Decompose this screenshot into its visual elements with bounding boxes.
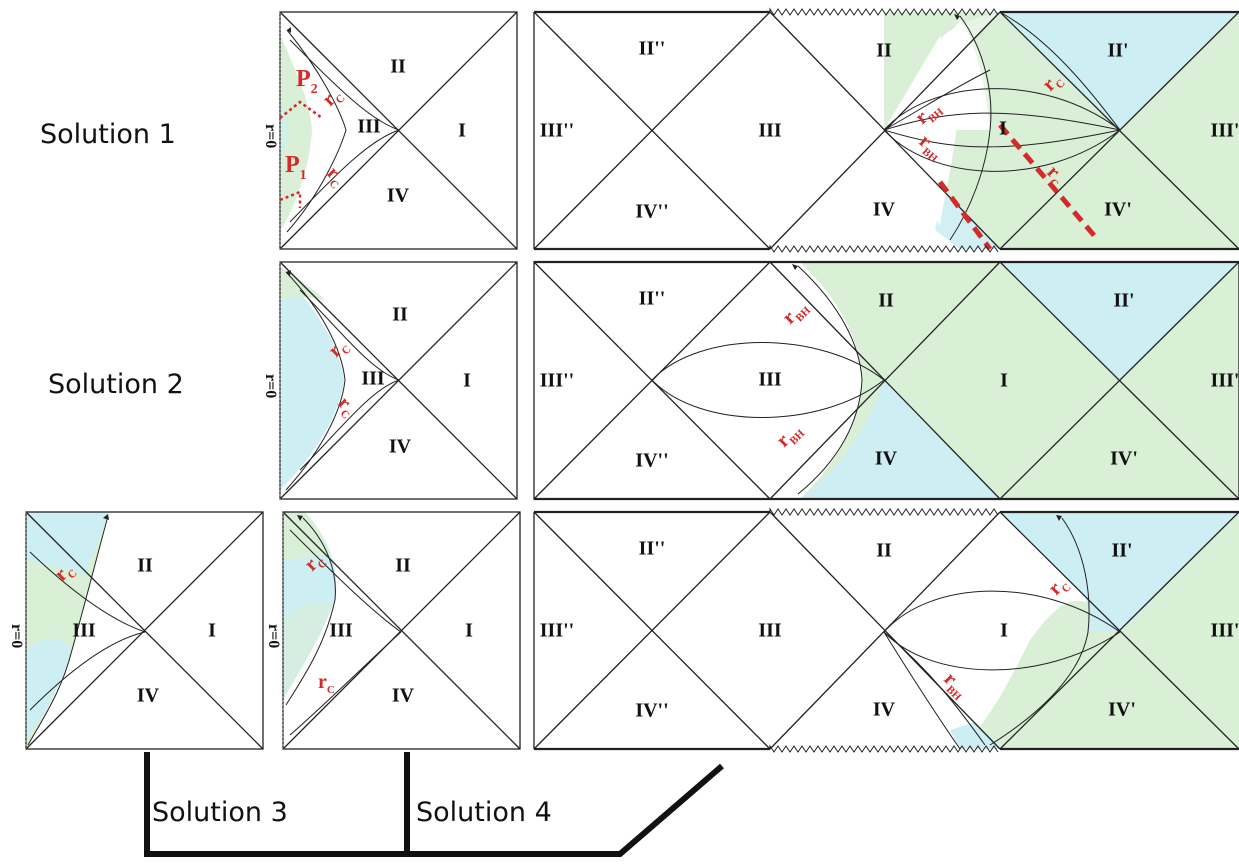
solution-1-region-IV-mid: IV	[873, 199, 896, 221]
solution-1-region-III-pp: III''	[540, 120, 574, 142]
singularity-zigzag-1	[769, 244, 999, 253]
solution-2-region-II-pp: II''	[639, 288, 666, 310]
solution-2-region-IV: IV	[389, 436, 412, 458]
solution-1-region-I: I	[458, 120, 466, 142]
singularity-zigzags	[769, 7, 999, 753]
solution-1-region-III-mid: III	[758, 120, 782, 142]
solution-1-region-II-pp: II''	[639, 38, 666, 60]
solution-4-label: Solution 4	[416, 797, 552, 828]
solution-1-region-II-mid: II	[876, 40, 892, 62]
solution-2-r0-label: r=0	[262, 374, 279, 398]
solution-3-label: Solution 3	[152, 797, 288, 828]
solution-1-region-I-right: I	[999, 118, 1007, 140]
solution-3-r0-label: r=0	[8, 624, 25, 648]
solution-4-region-II-pp: II''	[639, 538, 666, 560]
solution-1-extended-diagram	[533, 10, 1239, 251]
solution-3-region-I: I	[208, 620, 216, 642]
solution-1-region-III: III	[357, 116, 381, 138]
solution-4-region-IV-p: IV'	[1108, 699, 1136, 721]
solution-4-region-III: III	[329, 620, 353, 642]
solution-4-region-III-pp: III''	[540, 620, 574, 642]
solution-4-region-I-right: I	[1000, 620, 1008, 642]
solution-2-extended-diagram	[533, 260, 1239, 501]
solution-4-region-IV-mid: IV	[873, 699, 896, 721]
singularity-zigzag-0	[769, 7, 999, 16]
solution-4-rc-lower: rC	[318, 671, 335, 696]
solution-4-region-II-mid: II	[876, 540, 892, 562]
solution-4-r0-label: r=0	[265, 624, 282, 648]
solution-3-region-III: III	[72, 620, 96, 642]
solution-3-region-II: II	[137, 555, 153, 577]
solution-4-region-II-p: II'	[1111, 540, 1132, 562]
solution-2-rbh-lower: rBH	[772, 418, 808, 454]
solution-4-rbh: rBH	[937, 668, 973, 704]
solution-2-label: Solution 2	[48, 369, 184, 400]
solution-1-penrose-diagram	[279, 11, 518, 250]
solution-1-r0-label: r=0	[262, 124, 279, 148]
solution-2-region-III-p: III'	[1211, 370, 1239, 392]
solution-4-region-III-mid: III	[758, 620, 782, 642]
solution-1-point-p2: P2	[296, 66, 318, 97]
solution-4-region-IV: IV	[392, 685, 415, 707]
solution-4-penrose-diagram	[282, 511, 521, 750]
solution-1-region-II-p: II'	[1107, 40, 1128, 62]
solution-2-region-III-mid: III	[758, 369, 782, 391]
singularity-zigzag-3	[769, 744, 999, 753]
solution-2-region-II-mid: II	[878, 290, 894, 312]
solution-2-penrose-diagram	[279, 261, 518, 500]
solution-2-region-IV-mid: IV	[875, 448, 898, 470]
solution-1-label: Solution 1	[40, 119, 176, 150]
solution-2-region-III-pp: III''	[540, 370, 574, 392]
solution-2-region-IV-p: IV'	[1110, 448, 1138, 470]
solution-1-region-III-p: III'	[1211, 120, 1239, 142]
solution-3-region-IV: IV	[137, 685, 160, 707]
solution-4-extended-diagram	[533, 510, 1239, 751]
solution-2-region-I: I	[463, 370, 471, 392]
solution-1-point-p1: P1	[285, 152, 307, 183]
solution-4-region-III-p: III'	[1211, 620, 1239, 642]
solution-4-region-IV-pp: IV''	[635, 700, 668, 722]
solution-1-region-IV-pp: IV''	[635, 201, 668, 223]
solution-2-region-II-p: II'	[1113, 290, 1134, 312]
solution-1-region-IV-p: IV'	[1104, 199, 1132, 221]
solution-4-region-II: II	[395, 555, 411, 577]
solution-2-region-III: III	[361, 368, 385, 390]
solution-1-region-II: II	[390, 56, 406, 78]
solution-4-region-I: I	[465, 620, 473, 642]
singularity-zigzag-2	[769, 507, 999, 516]
solution-2-region-I-right: I	[1000, 370, 1008, 392]
solution-2-region-II: II	[392, 304, 408, 326]
solution-2-region-IV-pp: IV''	[635, 450, 668, 472]
solution-3-penrose-diagram	[25, 511, 264, 750]
solution-connector	[144, 752, 724, 857]
solution-1-region-IV: IV	[387, 185, 410, 207]
